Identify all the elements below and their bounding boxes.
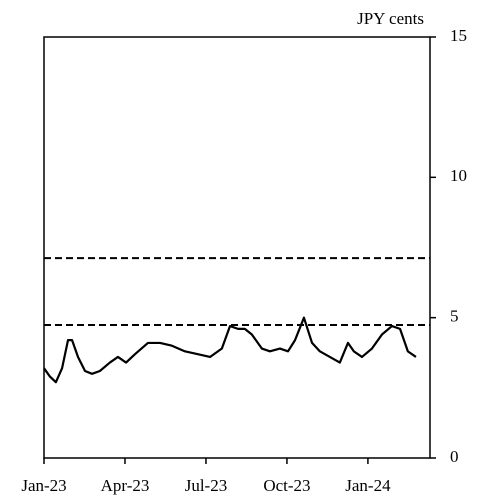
y-tick-label: 5 — [450, 307, 459, 326]
y-unit-label: JPY cents — [357, 9, 424, 28]
x-tick-label: Jan-24 — [345, 476, 391, 495]
plot-frame — [43, 36, 431, 459]
x-tick-label: Jan-23 — [21, 476, 66, 495]
y-tick-label: 0 — [450, 447, 459, 466]
x-tick-label: Oct-23 — [263, 476, 310, 495]
x-tick-label: Jul-23 — [185, 476, 228, 495]
y-tick-label: 15 — [450, 26, 467, 45]
y-tick-label: 10 — [450, 166, 467, 185]
line-series — [43, 316, 417, 384]
x-tick-label: Apr-23 — [101, 476, 150, 495]
